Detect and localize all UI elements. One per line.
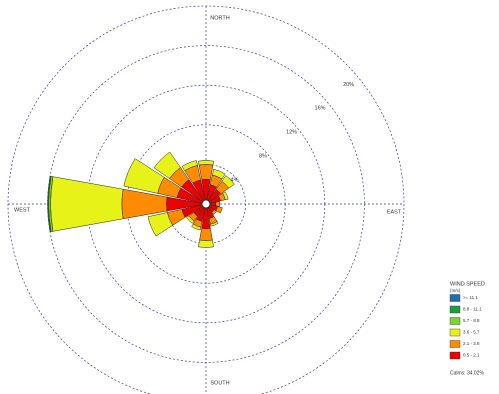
petal-segment xyxy=(147,212,173,237)
petal-segment xyxy=(210,221,219,227)
petal-segment xyxy=(222,191,229,201)
legend-unit: (m/s) xyxy=(450,288,461,293)
petal-segment xyxy=(212,168,226,180)
direction-label: WEST xyxy=(14,207,31,213)
petal-segment xyxy=(199,228,213,241)
petal-segment xyxy=(186,215,195,224)
ring-label: 4% xyxy=(231,178,239,184)
calms-label: Calms: 34.02% xyxy=(450,370,484,376)
petal-segment xyxy=(211,209,217,215)
legend-label: 0.5 - 2.1 xyxy=(463,353,480,358)
legend-swatch xyxy=(449,328,461,337)
legend-label: 5.7 - 8.8 xyxy=(463,318,480,323)
legend-swatch xyxy=(449,294,461,302)
direction-label: EAST xyxy=(387,209,402,215)
legend-label: 2.1 - 3.6 xyxy=(463,341,480,346)
calm-circle xyxy=(201,199,211,209)
ring-label: 16% xyxy=(315,106,326,112)
legend-swatch xyxy=(449,317,461,325)
petal-segment xyxy=(215,206,223,214)
legend-label: 3.6 - 5.7 xyxy=(463,330,480,335)
petal-segment xyxy=(198,164,214,180)
petal-segment xyxy=(198,239,214,248)
legend-label: 8.8 - 11.1 xyxy=(463,307,482,312)
petal-segment xyxy=(181,160,198,171)
legend-label: >= 11.1 xyxy=(463,295,478,300)
ring-label: 20% xyxy=(343,82,354,88)
petal-segment xyxy=(153,151,181,179)
petal-segment xyxy=(215,201,221,207)
legend-swatch xyxy=(449,340,461,348)
petal-segment xyxy=(47,175,52,233)
petal-segment xyxy=(198,160,214,166)
ring-label: 12% xyxy=(286,130,297,136)
petal-segment xyxy=(123,158,165,194)
petal-segment xyxy=(221,175,235,189)
petal-segment xyxy=(191,223,202,231)
petal-segment xyxy=(50,176,124,232)
direction-label: SOUTH xyxy=(210,380,229,386)
legend-swatch xyxy=(449,305,461,314)
legend-title: WIND SPEED xyxy=(450,281,485,287)
ring-label: 8% xyxy=(259,154,267,160)
legend-swatch xyxy=(449,351,461,360)
direction-label: NORTH xyxy=(210,15,229,21)
